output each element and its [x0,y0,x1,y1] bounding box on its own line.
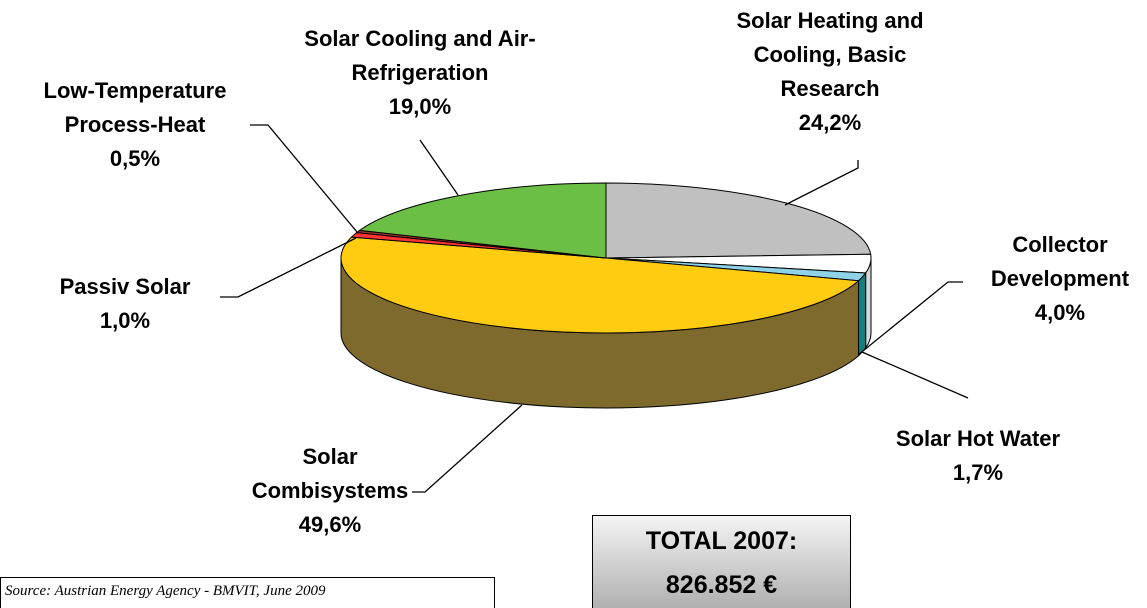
leader-line [784,160,859,206]
value-label: 4,0% [1034,300,1086,325]
leader-line [250,124,358,233]
category-label: Passiv Solar [59,274,191,299]
category-label: Collector Development [990,232,1130,291]
category-label: Solar Combisystems [251,444,409,503]
category-label: Low-Temperature Process-Heat [43,78,227,137]
slice-label: Collector Development 4,0% [970,228,1147,330]
leader-line [412,404,523,493]
leader-line [861,351,969,399]
value-label: 49,6% [298,512,362,537]
leader-line [220,237,357,298]
total-box: TOTAL 2007: 826.852 € [592,515,851,608]
value-label: 19,0% [388,94,452,119]
slice-label: Solar Cooling and Air-Refrigeration 19,0% [295,22,545,124]
slice-label: Passiv Solar 1,0% [40,270,210,338]
source-note: Source: Austrian Energy Agency - BMVIT, … [0,577,495,608]
value-label: 1,7% [952,460,1004,485]
value-label: 24,2% [798,110,862,135]
leader-line [857,281,963,356]
slice [340,236,860,334]
annotation: 826.852 € [665,571,778,599]
leader-line [419,139,459,196]
category-label: Solar Heating and Cooling, Basic Researc… [736,8,924,101]
leader-lines [220,124,969,493]
category-label: Solar Hot Water [895,426,1061,451]
annotation: TOTAL 2007: [645,527,798,555]
slice-label: Low-Temperature Process-Heat 0,5% [20,74,250,176]
slice-label: Solar Combisystems 49,6% [250,440,410,542]
slice-label: Solar Heating and Cooling, Basic Researc… [715,4,945,140]
slice-side [858,271,867,357]
slice [605,182,872,259]
value-label: 0,5% [109,146,161,171]
slice [358,182,607,259]
value-label: 1,0% [99,308,151,333]
category-label: Solar Cooling and Air-Refrigeration [304,26,536,85]
slice-label: Solar Hot Water 1,7% [858,422,1098,490]
